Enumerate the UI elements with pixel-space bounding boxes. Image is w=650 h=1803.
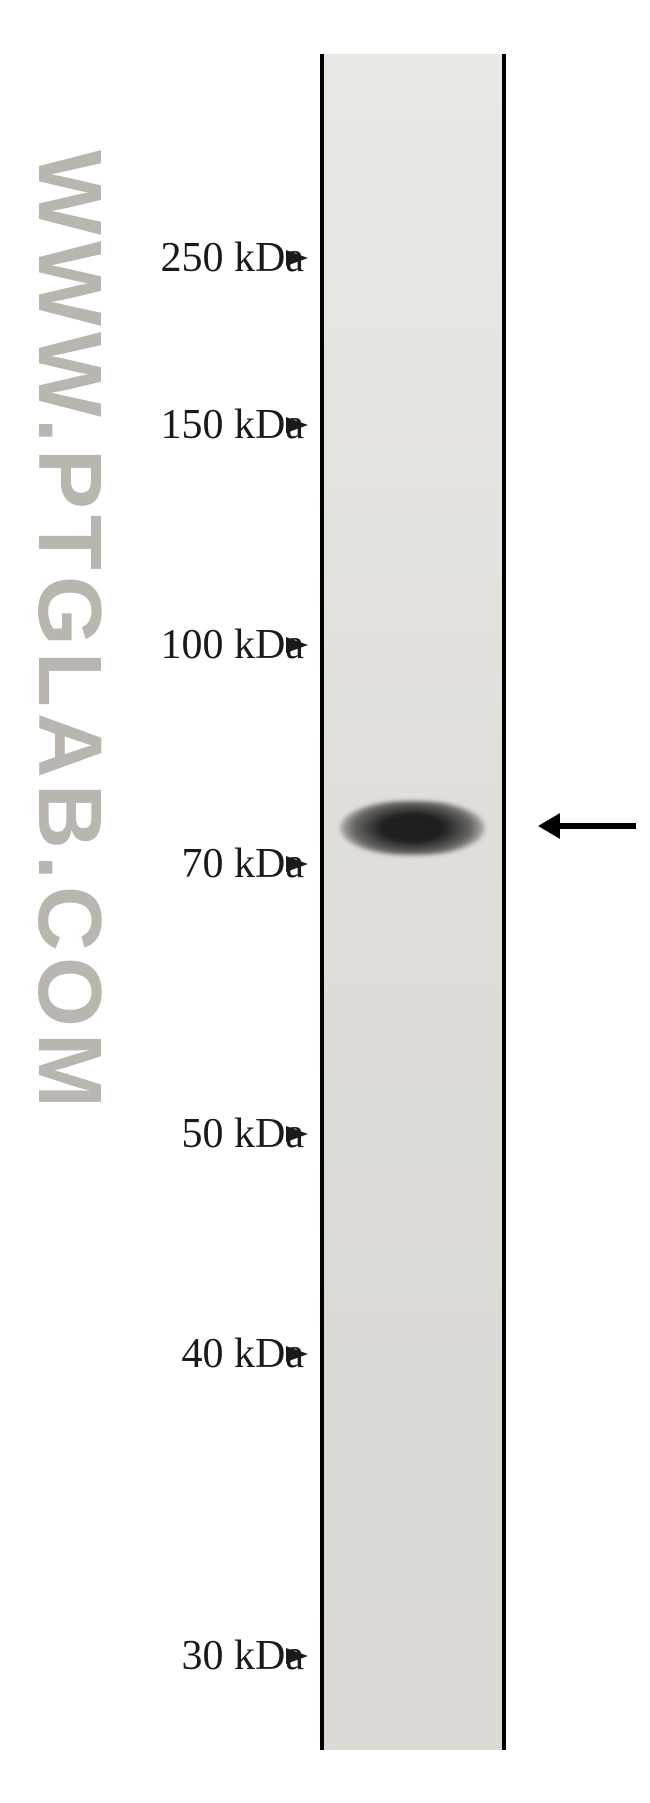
mw-marker-text: 150 kDa	[161, 401, 304, 449]
arrow-right-icon	[286, 1648, 308, 1664]
detected-band	[340, 801, 485, 855]
arrow-right-icon	[286, 1126, 308, 1142]
mw-marker-label: 150 kDa	[0, 398, 304, 452]
mw-marker-label: 30 kDa	[0, 1629, 304, 1683]
arrow-right-icon	[286, 417, 308, 433]
arrow-right-icon	[286, 637, 308, 653]
mw-marker-text: 250 kDa	[161, 234, 304, 282]
mw-marker-label: 40 kDa	[0, 1327, 304, 1381]
blot-lane	[320, 54, 506, 1750]
mw-marker-label: 50 kDa	[0, 1107, 304, 1161]
arrow-right-icon	[286, 856, 308, 872]
mw-marker-label: 100 kDa	[0, 618, 304, 672]
blot-figure: WWW.PTGLAB.COM 250 kDa150 kDa100 kDa70 k…	[0, 0, 650, 1803]
mw-marker-label: 70 kDa	[0, 837, 304, 891]
arrow-right-icon	[286, 1346, 308, 1362]
mw-marker-label: 250 kDa	[0, 231, 304, 285]
lane-membrane	[324, 54, 502, 1750]
mw-marker-text: 100 kDa	[161, 621, 304, 669]
band-indicator-arrow	[556, 823, 636, 829]
arrow-right-icon	[286, 250, 308, 266]
